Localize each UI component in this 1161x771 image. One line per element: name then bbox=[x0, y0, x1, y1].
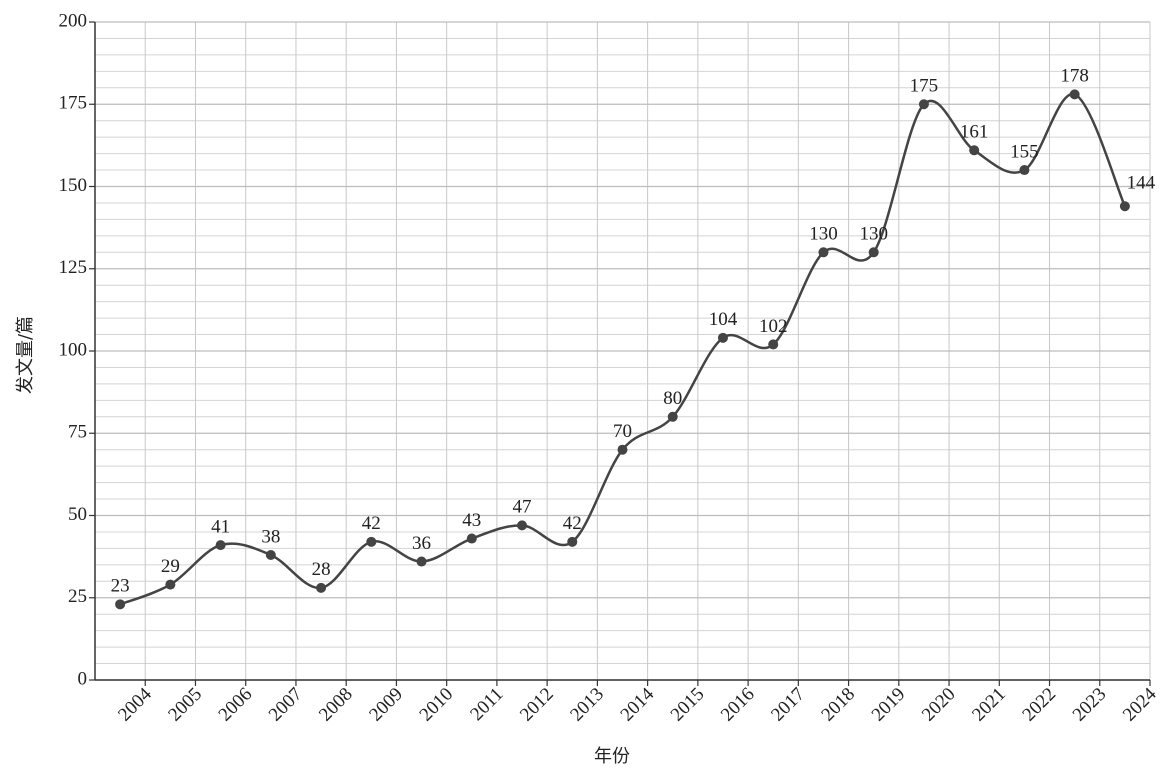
data-label: 130 bbox=[859, 224, 888, 245]
point bbox=[366, 536, 377, 547]
data-label: 23 bbox=[111, 576, 130, 597]
x-tick-label: 2021 bbox=[968, 684, 1010, 726]
point bbox=[818, 247, 829, 258]
data-label: 70 bbox=[613, 421, 632, 442]
point bbox=[316, 582, 327, 593]
data-label: 42 bbox=[362, 513, 381, 534]
y-tick-label: 50 bbox=[68, 504, 87, 525]
x-tick-label: 2018 bbox=[817, 684, 859, 726]
data-label: 175 bbox=[910, 76, 939, 97]
point bbox=[165, 579, 176, 590]
y-tick-label: 150 bbox=[59, 175, 88, 196]
x-tick-label: 2009 bbox=[365, 684, 407, 726]
x-axis-title: 年份 bbox=[594, 746, 630, 767]
point bbox=[1069, 89, 1080, 100]
point bbox=[416, 556, 427, 567]
y-tick-label: 75 bbox=[68, 422, 87, 443]
data-label: 41 bbox=[211, 516, 230, 537]
y-tick-label: 200 bbox=[59, 10, 88, 31]
point bbox=[1119, 201, 1130, 212]
data-label: 130 bbox=[809, 224, 838, 245]
point bbox=[517, 520, 528, 531]
x-tick-label: 2024 bbox=[1119, 683, 1161, 725]
data-label: 29 bbox=[161, 556, 180, 577]
x-tick-label: 2004 bbox=[114, 683, 156, 725]
data-label: 161 bbox=[960, 122, 989, 143]
x-tick-label: 2005 bbox=[164, 684, 206, 726]
point bbox=[717, 332, 728, 343]
point bbox=[265, 549, 276, 560]
point bbox=[617, 444, 628, 455]
point bbox=[918, 99, 929, 110]
x-tick-label: 2006 bbox=[215, 684, 257, 726]
point bbox=[466, 533, 477, 544]
point bbox=[667, 411, 678, 422]
x-tick-label: 2012 bbox=[516, 684, 558, 726]
data-label: 178 bbox=[1060, 66, 1089, 87]
x-tick-label: 2017 bbox=[767, 684, 809, 726]
data-label: 42 bbox=[563, 513, 582, 534]
y-tick-label: 100 bbox=[59, 339, 88, 360]
data-label: 47 bbox=[513, 497, 532, 518]
x-tick-label: 2010 bbox=[416, 684, 458, 726]
data-label: 104 bbox=[709, 309, 738, 330]
x-tick-label: 2013 bbox=[566, 684, 608, 726]
data-label: 80 bbox=[663, 388, 682, 409]
y-tick-label: 25 bbox=[68, 586, 87, 607]
data-label: 28 bbox=[312, 559, 331, 580]
point bbox=[969, 145, 980, 156]
x-tick-label: 2014 bbox=[617, 683, 659, 725]
point bbox=[567, 536, 578, 547]
point bbox=[868, 247, 879, 258]
data-label: 38 bbox=[261, 526, 280, 547]
x-tick-label: 2011 bbox=[466, 684, 507, 725]
point bbox=[115, 599, 126, 610]
point bbox=[768, 339, 779, 350]
y-tick-label: 0 bbox=[78, 668, 88, 689]
data-label: 102 bbox=[759, 316, 788, 337]
point bbox=[215, 540, 226, 551]
y-axis-title: 发文量/篇 bbox=[15, 316, 36, 394]
x-tick-label: 2016 bbox=[717, 684, 759, 726]
x-tick-label: 2022 bbox=[1018, 684, 1060, 726]
x-tick-label: 2019 bbox=[868, 684, 910, 726]
y-tick-label: 125 bbox=[59, 257, 88, 278]
x-tick-label: 2008 bbox=[315, 684, 357, 726]
x-tick-label: 2015 bbox=[667, 684, 709, 726]
data-label: 43 bbox=[462, 510, 481, 531]
point bbox=[1019, 165, 1030, 176]
data-label: 155 bbox=[1010, 141, 1039, 162]
data-label: 144 bbox=[1127, 173, 1156, 194]
x-tick-label: 2023 bbox=[1069, 684, 1111, 726]
y-tick-label: 175 bbox=[59, 93, 88, 114]
data-label: 36 bbox=[412, 533, 431, 554]
x-tick-label: 2020 bbox=[918, 684, 960, 726]
x-tick-label: 2007 bbox=[265, 684, 307, 726]
